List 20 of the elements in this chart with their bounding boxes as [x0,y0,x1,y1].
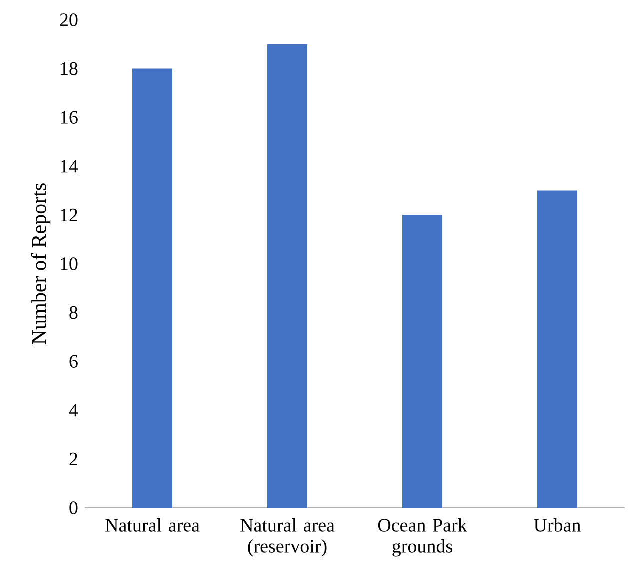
y-tick-label: 20 [60,14,78,26]
x-tick-label: Ocean Park grounds [378,518,468,557]
x-tick-label: Urban [534,518,581,532]
bar [268,44,308,508]
y-tick-label: 16 [61,111,78,124]
y-tick-label: 10 [61,258,78,270]
y-tick-label: 2 [70,452,78,466]
y-tick-label: 12 [61,208,78,222]
x-tick-label: Natural area (reservoir) [240,518,335,557]
y-tick-label: 18 [61,62,78,76]
y-tick-label: 8 [70,306,78,320]
y-tick-label: 6 [70,355,78,368]
y-tick-label: 14 [61,160,78,173]
bar [537,190,578,508]
y-tick-label: 4 [69,404,78,417]
bar [402,215,442,508]
y-tick-label: 0 [70,502,78,514]
x-tick-label: Natural area [106,518,200,532]
y-axis-title: Number of Reports [31,184,51,344]
bar [132,68,172,508]
